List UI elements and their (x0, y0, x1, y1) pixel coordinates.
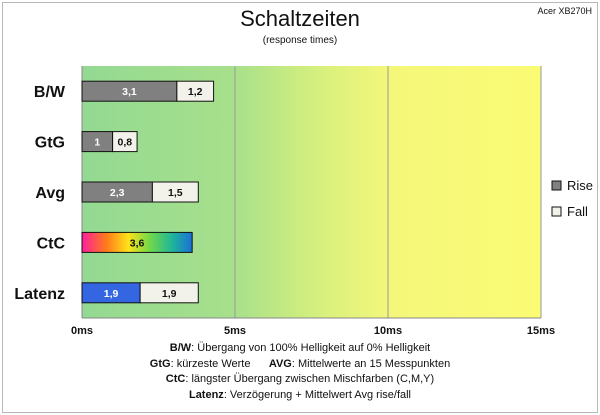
data-label: 1 (94, 137, 100, 149)
data-label: 1,9 (104, 288, 119, 300)
footnote-text: : Übergang von 100% Helligkeit auf 0% He… (191, 342, 431, 354)
footnote-key: B/W (169, 342, 192, 354)
monitor-model-label: Acer XB270H (537, 6, 592, 16)
data-label: 1,9 (162, 288, 177, 300)
footnote-text: : längster Übergang zwischen Mischfarben… (185, 373, 435, 385)
category-label: Avg (35, 185, 65, 202)
x-tick-label: 0ms (71, 325, 93, 337)
footnote-text: : Verzögerung + Mittelwert Avg rise/fall (223, 388, 412, 401)
footnotes: B/W: Übergang von 100% Helligkeit auf 0%… (0, 341, 600, 403)
x-tick-label: 10ms (374, 325, 402, 337)
bar-fall (139, 282, 199, 304)
footnote-bw: B/W: Übergang von 100% Helligkeit auf 0%… (0, 341, 600, 357)
data-label: 1,5 (168, 187, 183, 199)
data-label: 1,2 (188, 86, 203, 98)
footnote-text: : Mittelwerte an 15 Messpunkten (291, 357, 451, 370)
chart-title: Schaltzeiten (240, 6, 360, 31)
chart-subtitle: (response times) (262, 35, 338, 46)
category-label: B/W (34, 84, 66, 101)
legend-label: Rise (567, 178, 593, 193)
legend-swatch (551, 180, 562, 191)
footnote-key: CtC (165, 373, 186, 385)
data-label: 0,8 (118, 137, 133, 149)
footnote-text: : kürzeste Werte (170, 357, 251, 370)
data-label: 2,3 (110, 187, 125, 199)
legend-swatch (551, 206, 562, 217)
footnote-key: AVG (268, 357, 292, 370)
bar-rise (81, 231, 193, 253)
bar-fall (151, 181, 199, 203)
bar-fall (176, 80, 215, 102)
category-label: GtG (35, 135, 65, 152)
x-tick-label: 15ms (527, 325, 555, 337)
data-label: 3,6 (130, 237, 145, 249)
footnote-key: Latenz (188, 388, 224, 401)
legend-label: Fall (567, 204, 588, 219)
data-label: 3,1 (122, 86, 137, 98)
footnote-latenz: Latenz: Verzögerung + Mittelwert Avg ris… (0, 388, 600, 404)
footnote-gtg-avg: GtG: kürzeste Werte AVG: Mittelwerte an … (0, 357, 600, 373)
category-label: CtC (37, 235, 66, 252)
footnote-ctc: CtC: längster Übergang zwischen Mischfar… (0, 372, 600, 388)
footnote-key: GtG (149, 357, 171, 370)
category-label: Latenz (14, 286, 65, 303)
x-tick-label: 5ms (224, 325, 246, 337)
bar-fall (112, 131, 138, 153)
